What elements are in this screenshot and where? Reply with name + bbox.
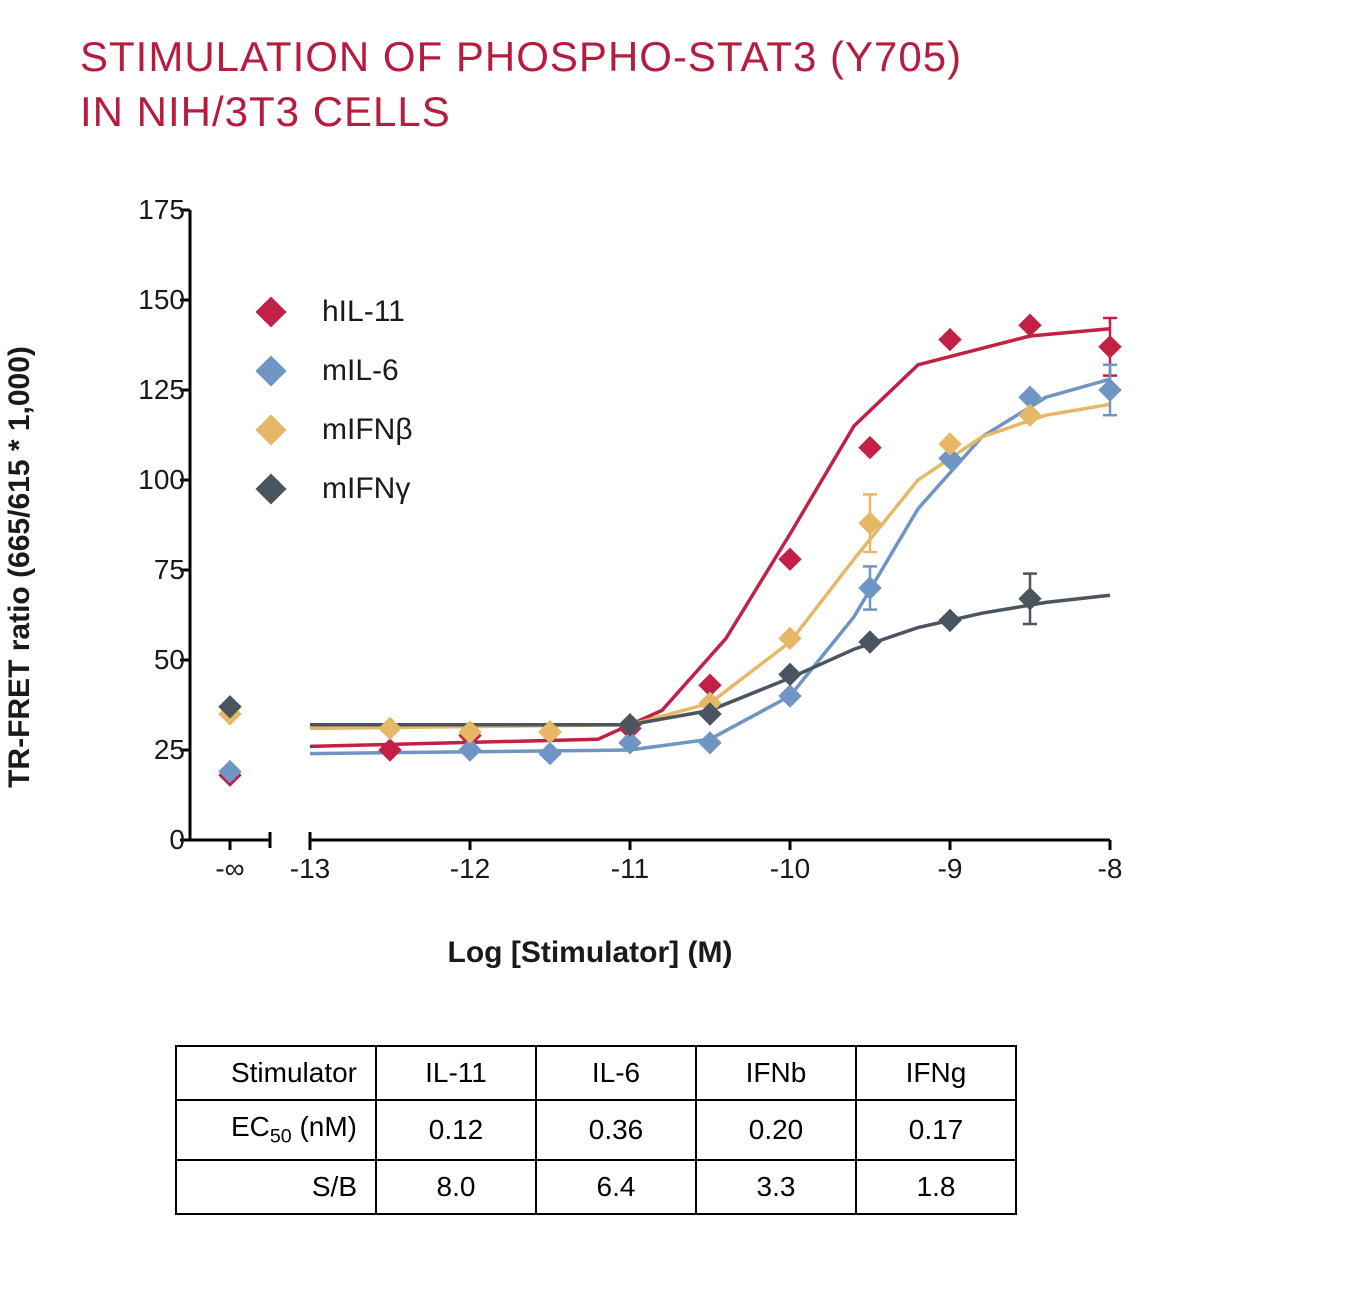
- table-cell: 6.4: [536, 1160, 696, 1214]
- table-cell: 8.0: [376, 1160, 536, 1214]
- x-tick-label: -11: [611, 853, 649, 885]
- table-row-label: EC50 (nM): [176, 1100, 376, 1160]
- x-tick-label: -13: [290, 853, 330, 885]
- data-table: StimulatorIL-11IL-6IFNbIFNgEC50 (nM)0.12…: [175, 1045, 1017, 1215]
- x-tick-label: -8: [1098, 853, 1123, 885]
- table-row: S/B8.06.43.31.8: [176, 1160, 1016, 1214]
- y-tick-label: 50: [130, 644, 185, 676]
- legend-item: mIFNβ: [260, 413, 413, 447]
- title-line2: IN NIH/3T3 CELLS: [80, 85, 962, 140]
- y-tick-label: 25: [130, 734, 185, 766]
- legend-label: mIFNγ: [322, 472, 410, 506]
- x-tick-label: -10: [770, 853, 810, 885]
- chart-title: STIMULATION OF PHOSPHO-STAT3 (Y705) IN N…: [80, 30, 962, 139]
- table-cell: 0.17: [856, 1100, 1016, 1160]
- y-tick-label: 175: [130, 194, 185, 226]
- legend-item: hIL-11: [260, 295, 413, 329]
- table-header-cell: IL-6: [536, 1046, 696, 1100]
- x-tick-label: -12: [450, 853, 490, 885]
- table-cell: 1.8: [856, 1160, 1016, 1214]
- legend-marker-icon: [255, 296, 286, 327]
- x-axis-label: Log [Stimulator] (M): [448, 936, 733, 970]
- table-header-cell: IFNg: [856, 1046, 1016, 1100]
- table-cell: 0.20: [696, 1100, 856, 1160]
- legend-marker-icon: [255, 355, 286, 386]
- table-cell: 0.12: [376, 1100, 536, 1160]
- table-cell: 3.3: [696, 1160, 856, 1214]
- table-header-cell: Stimulator: [176, 1046, 376, 1100]
- y-tick-label: 150: [130, 284, 185, 316]
- y-tick-label: 75: [130, 554, 185, 586]
- legend-marker-icon: [255, 473, 286, 504]
- legend-item: mIFNγ: [260, 472, 413, 506]
- table-cell: 0.36: [536, 1100, 696, 1160]
- legend-label: mIL-6: [322, 354, 399, 388]
- x-tick-label: -∞: [215, 853, 244, 885]
- table-row-label: S/B: [176, 1160, 376, 1214]
- title-line1: STIMULATION OF PHOSPHO-STAT3 (Y705): [80, 30, 962, 85]
- legend-label: hIL-11: [322, 295, 405, 329]
- table-header-cell: IFNb: [696, 1046, 856, 1100]
- y-axis-label: TR-FRET ratio (665/615 * 1,000): [3, 346, 37, 788]
- x-tick-label: -9: [938, 853, 963, 885]
- legend-label: mIFNβ: [322, 413, 413, 447]
- table-header-row: StimulatorIL-11IL-6IFNbIFNg: [176, 1046, 1016, 1100]
- chart-container: TR-FRET ratio (665/615 * 1,000) Log [Sti…: [40, 200, 1140, 950]
- y-tick-label: 125: [130, 374, 185, 406]
- legend: hIL-11 mIL-6 mIFNβ mIFNγ: [260, 295, 413, 531]
- y-tick-label: 0: [130, 824, 185, 856]
- legend-marker-icon: [255, 414, 286, 445]
- y-tick-label: 100: [130, 464, 185, 496]
- table-row: EC50 (nM)0.120.360.200.17: [176, 1100, 1016, 1160]
- table-header-cell: IL-11: [376, 1046, 536, 1100]
- legend-item: mIL-6: [260, 354, 413, 388]
